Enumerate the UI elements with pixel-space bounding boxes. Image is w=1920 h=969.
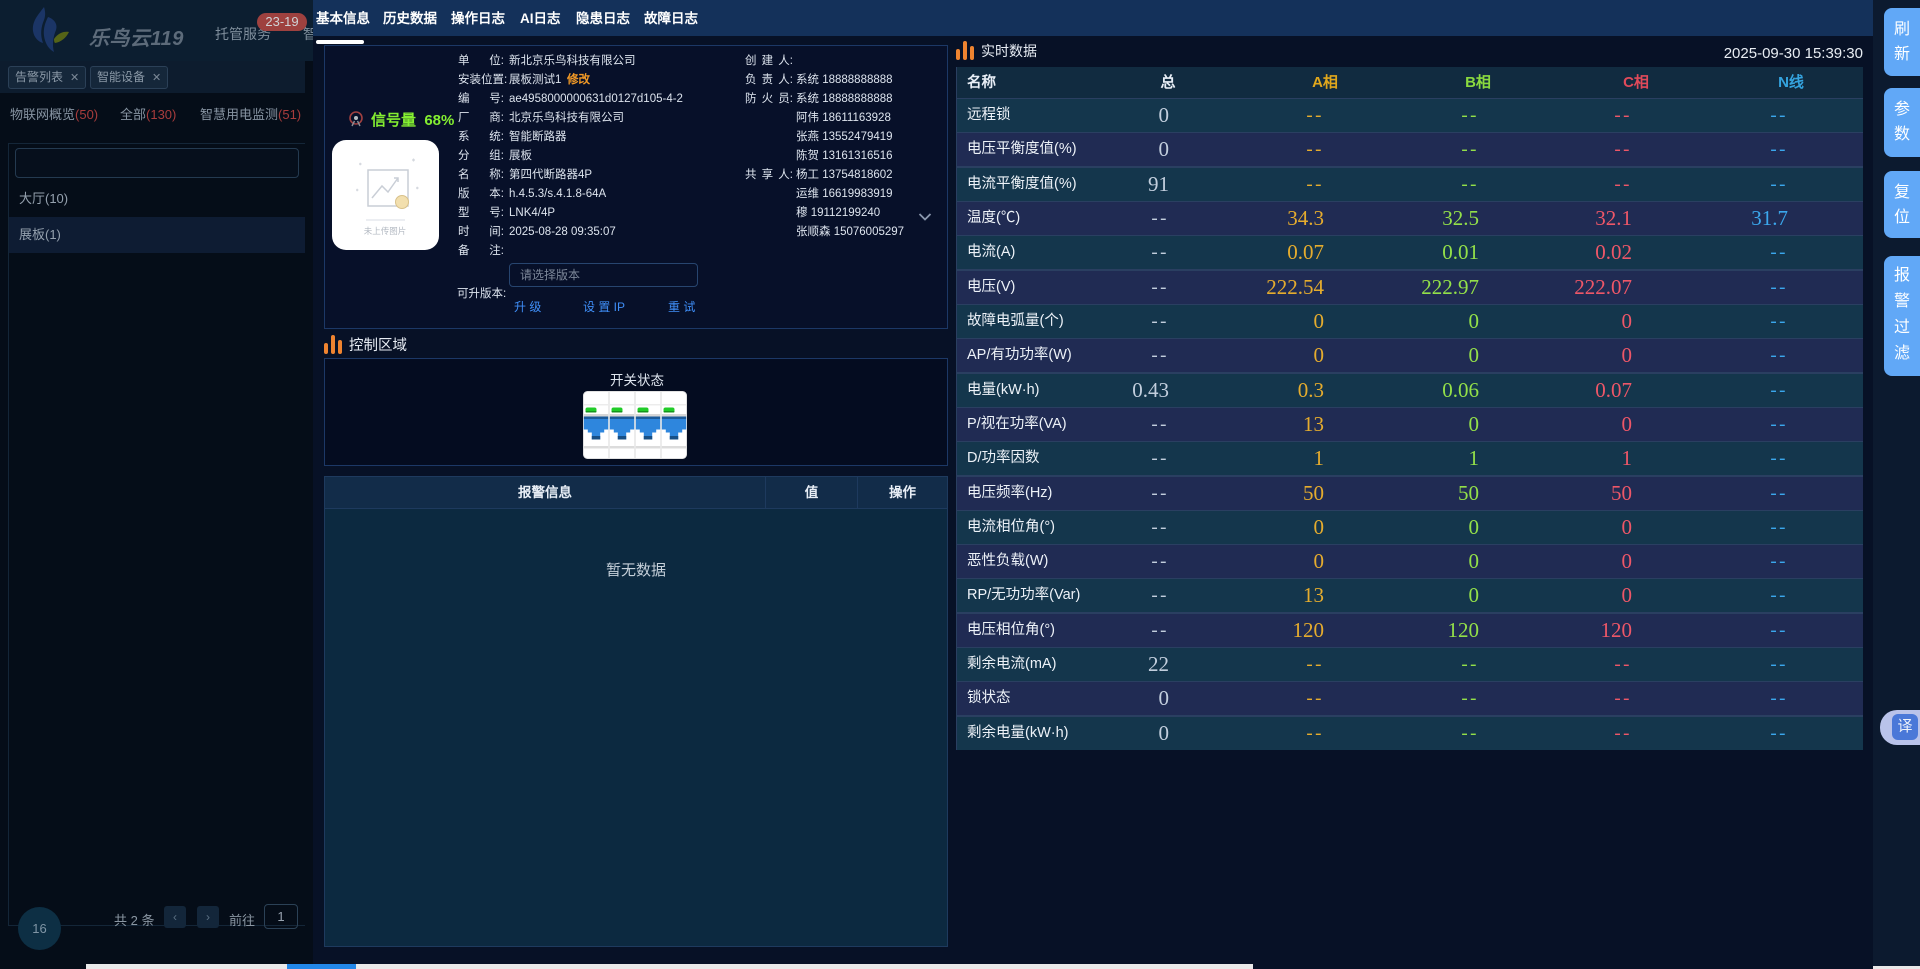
svg-text:未上传图片: 未上传图片 — [364, 226, 407, 236]
